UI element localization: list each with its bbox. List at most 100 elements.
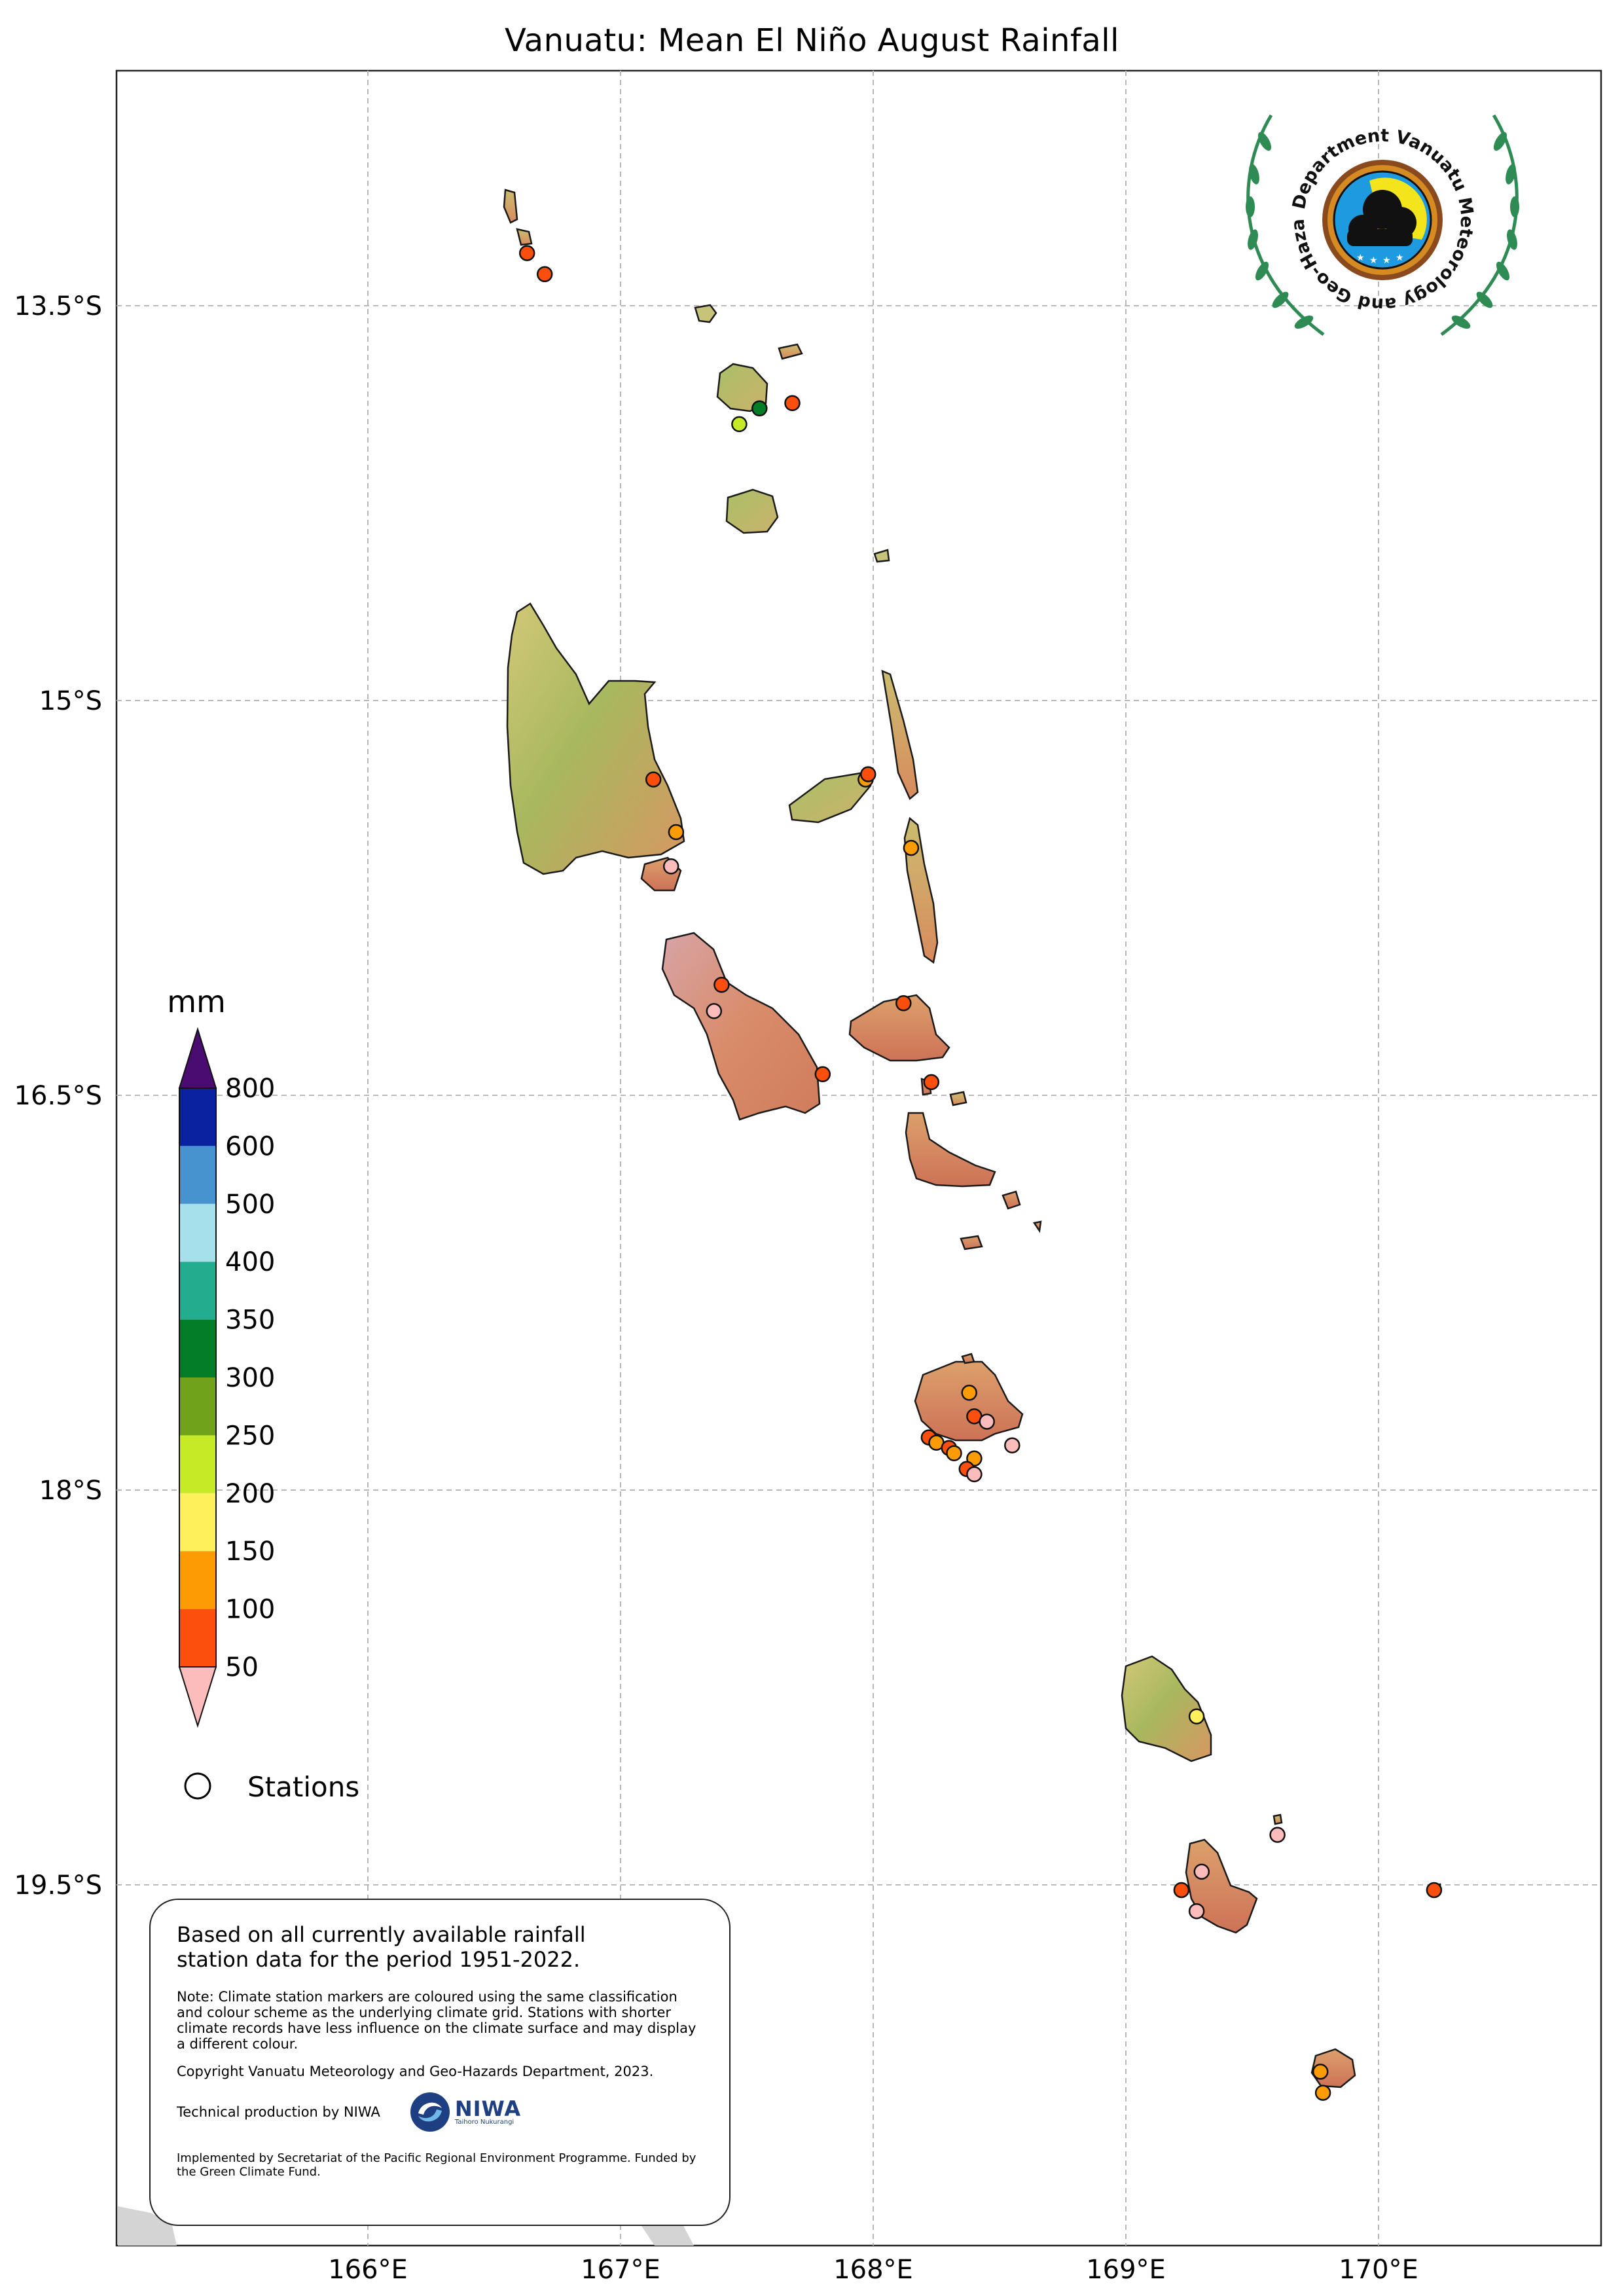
stations-legend-marker — [184, 1772, 211, 1800]
island-mota-lava — [778, 343, 803, 360]
station-marker — [1312, 2064, 1329, 2080]
island-tongoa — [1001, 1190, 1021, 1210]
lon-tick-labels: 166°E 167°E 168°E 169°E 170°E — [328, 2255, 1418, 2285]
station-marker — [668, 824, 685, 841]
island-aoba — [788, 771, 872, 824]
island-efate — [914, 1360, 1024, 1442]
colorbar-band — [179, 1319, 216, 1377]
station-marker — [1314, 2085, 1331, 2101]
island-nguna — [961, 1353, 975, 1364]
station-marker — [645, 771, 662, 788]
colorbar-tick-label: 300 — [225, 1363, 275, 1393]
station-marker — [895, 995, 912, 1011]
station-marker — [923, 1074, 940, 1091]
colorbar-outline — [179, 1087, 217, 1667]
niwa-tagline: Taihoro Nukurangi — [454, 2119, 514, 2126]
island-ureparapara — [694, 304, 717, 323]
colorbar-band — [179, 1262, 216, 1320]
station-marker — [966, 1466, 983, 1483]
island-erromango — [1121, 1655, 1212, 1762]
lat-tick-labels: 13.5°S 15°S 16.5°S 18°S 19.5°S — [14, 291, 102, 1901]
colorbar: mm 50 100 150 200 250 300 350 400 500 600 800 — [167, 984, 275, 1728]
lon-tick-label: 169°E — [1086, 2255, 1166, 2285]
island-vanua-lava — [716, 363, 768, 412]
notes-box: Based on all currently available rainfal… — [149, 1899, 731, 2226]
colorbar-tick-label: 200 — [225, 1479, 275, 1509]
island-torres-mid — [516, 228, 533, 246]
stations-layer — [518, 245, 1443, 2101]
niwa-row: Technical production by NIWA NIWA Taihor… — [177, 2091, 703, 2133]
station-marker — [1426, 1882, 1443, 1899]
station-marker — [751, 400, 768, 417]
island-gaua — [725, 488, 779, 534]
map-title: Vanuatu: Mean El Niño August Rainfall — [505, 22, 1119, 59]
technical-production-text: Technical production by NIWA — [177, 2104, 380, 2120]
colorbar-tick-label: 800 — [225, 1074, 275, 1104]
lon-tick-label: 167°E — [581, 2255, 660, 2285]
station-marker — [814, 1066, 831, 1083]
station-marker — [1193, 1863, 1210, 1880]
niwa-swirl-icon — [410, 2092, 450, 2132]
stations-legend: Stations — [184, 1771, 359, 1803]
colorbar-band — [179, 1551, 216, 1609]
lat-tick-label: 18°S — [39, 1476, 102, 1506]
station-marker — [1188, 1708, 1205, 1724]
station-marker — [518, 245, 535, 261]
colorbar-unit: mm — [167, 984, 226, 1019]
station-marker — [1173, 1882, 1190, 1899]
station-marker — [1004, 1437, 1020, 1453]
colorbar-tick-label: 600 — [225, 1131, 275, 1161]
colorbar-band — [179, 1609, 216, 1667]
colorbar-tick-label: 100 — [225, 1595, 275, 1625]
map-frame — [115, 69, 1602, 2247]
colorbar-tick-label: 150 — [225, 1537, 275, 1567]
station-marker — [713, 976, 730, 993]
colorbar-band — [179, 1146, 216, 1204]
logo-stars-icon: ★ ★ ★ ★ — [1356, 253, 1404, 266]
station-marker — [903, 839, 920, 856]
colorbar-band — [179, 1377, 216, 1436]
station-marker — [731, 416, 748, 433]
graticule — [117, 71, 1601, 2246]
station-marker — [1269, 1827, 1286, 1843]
lon-tick-label: 166°E — [328, 2255, 408, 2285]
station-marker — [860, 766, 876, 782]
colorbar-tick-label: 350 — [225, 1305, 275, 1336]
svg-text:★: ★ — [1396, 253, 1404, 263]
station-marker — [706, 1003, 723, 1019]
island-epi — [905, 1112, 996, 1188]
svg-text:★: ★ — [1369, 255, 1378, 266]
island-merelava — [873, 549, 890, 563]
island-torres-hiu — [503, 189, 518, 224]
station-marker — [979, 1413, 995, 1430]
island-aniwa — [1272, 1813, 1283, 1825]
notes-copyright-text: Copyright Vanuatu Meteorology and Geo-Ha… — [177, 2064, 654, 2079]
niwa-logo: NIWA Taihoro Nukurangi — [409, 2091, 521, 2133]
islands — [503, 189, 1441, 2088]
station-marker — [784, 395, 801, 411]
colorbar-band — [179, 1203, 216, 1262]
new-caledonia-land — [118, 2206, 694, 2246]
station-marker — [961, 1385, 977, 1401]
island-emae — [1032, 1220, 1042, 1233]
laurel-wreath-icon — [1246, 114, 1519, 337]
island-lopevi — [949, 1091, 967, 1106]
logo-cloud-icon — [1347, 190, 1416, 246]
lon-tick-label: 170°E — [1339, 2255, 1418, 2285]
island-ambrym — [848, 994, 950, 1062]
colorbar-band — [179, 1435, 216, 1493]
station-marker — [662, 858, 679, 875]
niwa-logo-text: NIWA — [454, 2096, 522, 2121]
colorbar-tick-label: 50 — [225, 1652, 259, 1683]
station-marker — [536, 266, 553, 283]
colorbar-tick-label: 250 — [225, 1421, 275, 1451]
notes-implemented-text: Implemented by Secretariat of the Pacifi… — [177, 2151, 696, 2179]
colorbar-tick-label: 500 — [225, 1190, 275, 1220]
svg-text:★: ★ — [1356, 253, 1365, 263]
island-malakula — [661, 932, 821, 1121]
colorbar-tick-label: 400 — [225, 1247, 275, 1277]
lat-tick-label: 15°S — [39, 686, 102, 716]
island-shepherds — [960, 1235, 983, 1250]
notes-main-text: Based on all currently available rainfal… — [177, 1922, 586, 1972]
svg-text:★: ★ — [1382, 255, 1391, 266]
